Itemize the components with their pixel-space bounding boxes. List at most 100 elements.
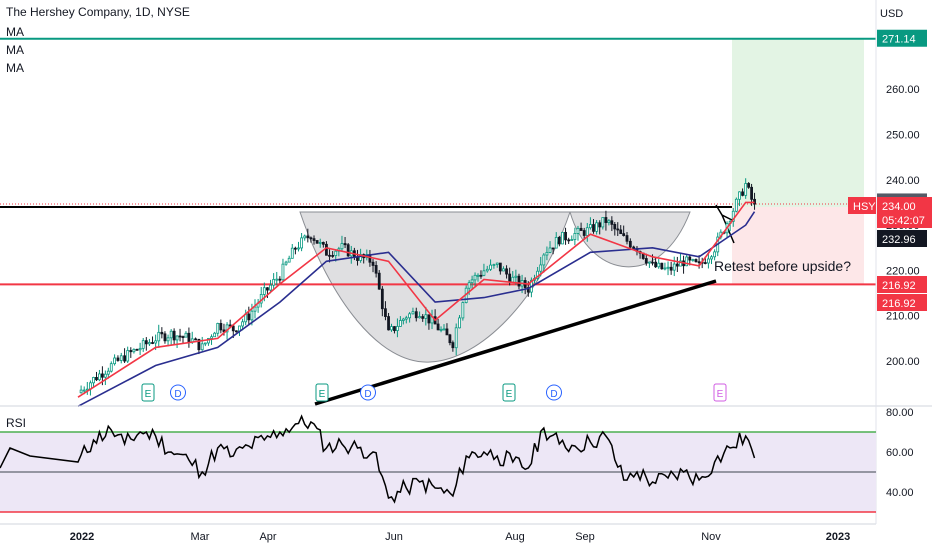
dividend-marker[interactable] (360, 384, 376, 401)
candle-body (734, 198, 738, 212)
moving-average-fast[interactable] (77, 201, 755, 398)
candle-body (95, 377, 98, 381)
earnings-marker[interactable] (315, 383, 329, 402)
candle-body (315, 240, 319, 244)
candle-body (148, 342, 151, 345)
profit-target-zone[interactable] (732, 38, 864, 207)
candle-body (290, 247, 294, 259)
candle-body (398, 320, 402, 327)
candle-body (713, 251, 717, 258)
candle-body (250, 310, 254, 321)
candle-body (126, 350, 130, 362)
candle-body (231, 325, 235, 332)
candle-body (144, 340, 148, 345)
candle-body (657, 262, 661, 268)
candle-body (325, 243, 328, 256)
candle-body (738, 191, 741, 200)
symbol-tag[interactable]: HSY (853, 201, 876, 213)
time-axis-label: 2022 (70, 531, 94, 543)
time-axis-label: Apr (259, 531, 276, 543)
candle-body (666, 266, 670, 269)
candle-body (632, 246, 636, 249)
candle-body (247, 313, 251, 321)
candle-body (160, 331, 164, 335)
candle-body (384, 308, 387, 317)
candle-body (396, 326, 399, 331)
support-price-label-b-bg (877, 294, 927, 311)
candle-body (651, 261, 654, 264)
dividend-marker[interactable] (546, 384, 562, 401)
candle-body (293, 247, 297, 250)
candle-body (401, 318, 405, 321)
candle-body (448, 334, 452, 344)
candle-body (744, 183, 748, 196)
candle-body (306, 235, 310, 239)
symbol-tag-bg (848, 197, 876, 214)
candle-body (616, 228, 620, 231)
annotation-text[interactable]: Retest before upside? (714, 258, 851, 274)
candle-body (579, 227, 583, 231)
candle-body (679, 260, 682, 267)
time-axis-label: Mar (191, 531, 210, 543)
ma-indicator-label-2[interactable]: MA (6, 43, 24, 57)
candle-body (660, 262, 664, 270)
ascending-trendline[interactable] (314, 279, 717, 406)
rsi-indicator-label[interactable]: RSI (6, 416, 27, 430)
candle-body (116, 357, 120, 361)
candle-body (495, 262, 499, 265)
candle-body (172, 330, 176, 341)
earnings-marker[interactable] (713, 383, 727, 402)
candle-body (601, 217, 605, 228)
candle-body (421, 316, 425, 319)
candle-body (458, 317, 461, 329)
candle-body (82, 389, 86, 392)
chart-title[interactable]: The Hershey Company, 1D, NYSE (6, 5, 190, 19)
last-price-label: 234.00 (882, 201, 916, 213)
time-axis-label: 2023 (826, 531, 850, 543)
candle-body (557, 236, 561, 245)
candle-body (482, 270, 486, 276)
candle-body (697, 261, 701, 264)
rsi-axis-tick: 40.00 (886, 487, 914, 499)
candle-body (498, 262, 502, 272)
candle-body (141, 340, 145, 349)
candle-body (166, 337, 170, 342)
candle-body (703, 262, 707, 264)
candle-body (691, 259, 695, 261)
candle-body (672, 263, 676, 271)
candle-body (138, 347, 142, 351)
candle-body (377, 272, 381, 290)
candle-body (200, 343, 204, 351)
event-marker-label: E (506, 389, 513, 400)
candle-body (589, 224, 592, 229)
earnings-marker[interactable] (141, 383, 155, 402)
ma-indicator-label-3[interactable]: MA (6, 61, 24, 75)
candle-body (485, 268, 489, 272)
candle-body (570, 239, 574, 241)
ma-value-label-b: 232.96 (882, 234, 916, 246)
candle-body (300, 237, 303, 249)
candle-body (262, 287, 266, 295)
candle-body (181, 336, 185, 338)
candle-body (439, 328, 443, 331)
candle-body (318, 242, 322, 244)
candle-body (461, 302, 465, 319)
candle-body (275, 278, 279, 281)
ma-indicator-label-1[interactable]: MA (6, 25, 24, 39)
candle-body (154, 340, 158, 344)
candle-body (380, 288, 384, 310)
candle-body (747, 183, 751, 188)
candle-body (334, 250, 338, 256)
candle-body (321, 242, 325, 245)
currency-label: USD (880, 8, 903, 20)
candle-body (622, 233, 626, 236)
candle-body (101, 373, 104, 378)
dividend-marker[interactable] (170, 384, 186, 401)
candle-body (309, 237, 313, 240)
candle-body (564, 231, 567, 241)
stop-loss-zone[interactable] (732, 206, 864, 285)
rsi-line[interactable] (0, 414, 756, 504)
earnings-marker[interactable] (502, 383, 516, 402)
candle-body (628, 240, 632, 248)
